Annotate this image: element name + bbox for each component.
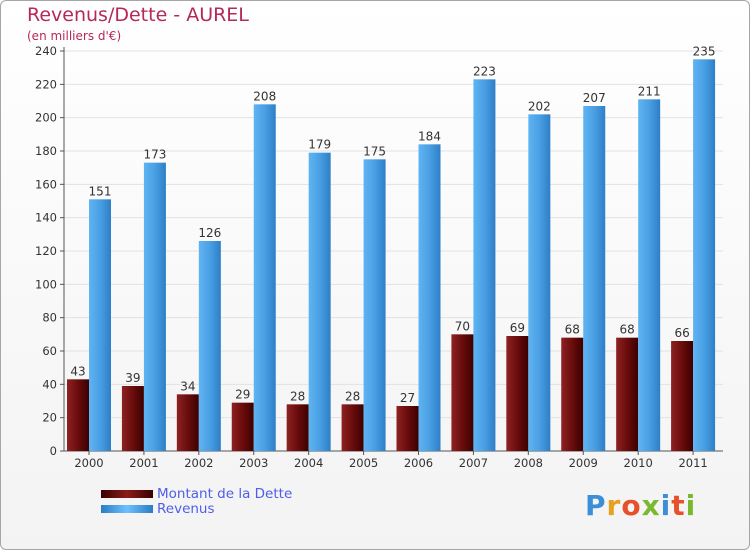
bar-revenus-2002 [198,241,221,451]
legend-label-revenus: Revenus [157,501,215,517]
bar-revenus-2008 [528,114,551,451]
logo-letter: r [606,489,622,522]
bar-dette-2005 [341,404,364,451]
data-label-revenus-2009: 207 [583,91,606,105]
logo-letter: o [621,489,642,522]
logo-letter: P [585,489,607,522]
bar-revenus-2004 [308,152,331,451]
bar-dette-2008 [506,336,529,451]
x-tick-label: 2010 [624,456,653,470]
y-tick-label: 160 [35,177,57,191]
data-label-revenus-2006: 184 [418,129,441,143]
y-tick-label: 140 [35,211,57,225]
bar-revenus-2001 [143,162,166,451]
logo-letter: i [660,489,672,522]
proxiti-logo: Proxiti [585,489,696,522]
bar-dette-2000 [67,379,89,451]
logo-letter: i [685,489,697,522]
bar-revenus-2007 [473,79,496,451]
bar-dette-2002 [176,394,199,451]
data-label-revenus-2011: 235 [693,44,716,58]
x-tick-label: 2001 [129,456,158,470]
bar-revenus-2006 [418,144,441,452]
data-label-revenus-2000: 151 [89,184,112,198]
x-tick-label: 2003 [239,456,268,470]
data-label-revenus-2002: 126 [198,226,221,240]
data-label-dette-2010: 68 [620,323,635,337]
legend-label-dette: Montant de la Dette [157,486,293,502]
bar-dette-2009 [561,337,584,451]
data-label-dette-2004: 28 [290,389,305,403]
y-tick-label: 0 [50,444,57,458]
x-tick-label: 2007 [459,456,488,470]
x-tick-label: 2008 [514,456,543,470]
data-label-dette-2009: 68 [565,323,580,337]
x-tick-label: 2000 [74,456,103,470]
data-label-revenus-2008: 202 [528,99,551,113]
data-label-revenus-2001: 173 [143,148,166,162]
bar-revenus-2011 [693,59,716,451]
x-tick-label: 2009 [569,456,598,470]
y-tick-label: 200 [35,111,57,125]
x-tick-label: 2011 [678,456,707,470]
data-label-dette-2008: 69 [510,321,525,335]
data-label-dette-2006: 27 [400,391,415,405]
data-label-revenus-2007: 223 [473,64,496,78]
bar-revenus-2010 [638,99,661,451]
data-label-revenus-2005: 175 [363,144,386,158]
data-label-dette-2007: 70 [455,319,470,333]
bar-revenus-2009 [583,106,606,451]
chart-title: Revenus/Dette - AUREL [27,4,249,26]
y-tick-label: 100 [35,277,57,291]
y-tick-label: 40 [42,377,57,391]
data-label-revenus-2003: 208 [253,89,276,103]
bar-revenus-2003 [253,104,276,451]
bar-dette-2004 [286,404,309,451]
y-tick-label: 20 [42,411,57,425]
logo-letter: x [641,489,661,522]
y-tick-label: 60 [42,344,57,358]
bar-dette-2003 [231,402,254,451]
x-tick-label: 2005 [349,456,378,470]
y-tick-label: 120 [35,244,57,258]
y-tick-label: 80 [42,311,57,325]
bar-revenus-2005 [363,159,386,452]
y-tick-label: 180 [35,144,57,158]
data-label-revenus-2004: 179 [308,138,331,152]
legend-swatch-revenus [101,505,153,513]
x-tick-label: 2006 [404,456,433,470]
bar-revenus-2000 [89,199,111,451]
bar-dette-2001 [121,386,144,451]
bar-dette-2006 [396,406,419,451]
data-label-dette-2005: 28 [345,389,360,403]
bar-dette-2010 [616,337,639,451]
data-label-dette-2003: 29 [235,388,250,402]
x-tick-label: 2004 [294,456,323,470]
logo-letter: t [671,489,686,522]
y-tick-label: 220 [35,77,57,91]
bar-dette-2007 [451,334,474,451]
data-label-revenus-2010: 211 [638,84,661,98]
data-label-dette-2011: 66 [674,326,689,340]
bar-dette-2011 [671,341,694,451]
data-label-dette-2001: 39 [125,371,140,385]
data-label-dette-2002: 34 [180,379,195,393]
legend-swatch-dette [101,490,153,498]
data-label-dette-2000: 43 [70,364,85,378]
y-tick-label: 240 [35,44,57,58]
x-tick-label: 2002 [184,456,213,470]
chart-subtitle: (en milliers d'€) [27,29,122,43]
